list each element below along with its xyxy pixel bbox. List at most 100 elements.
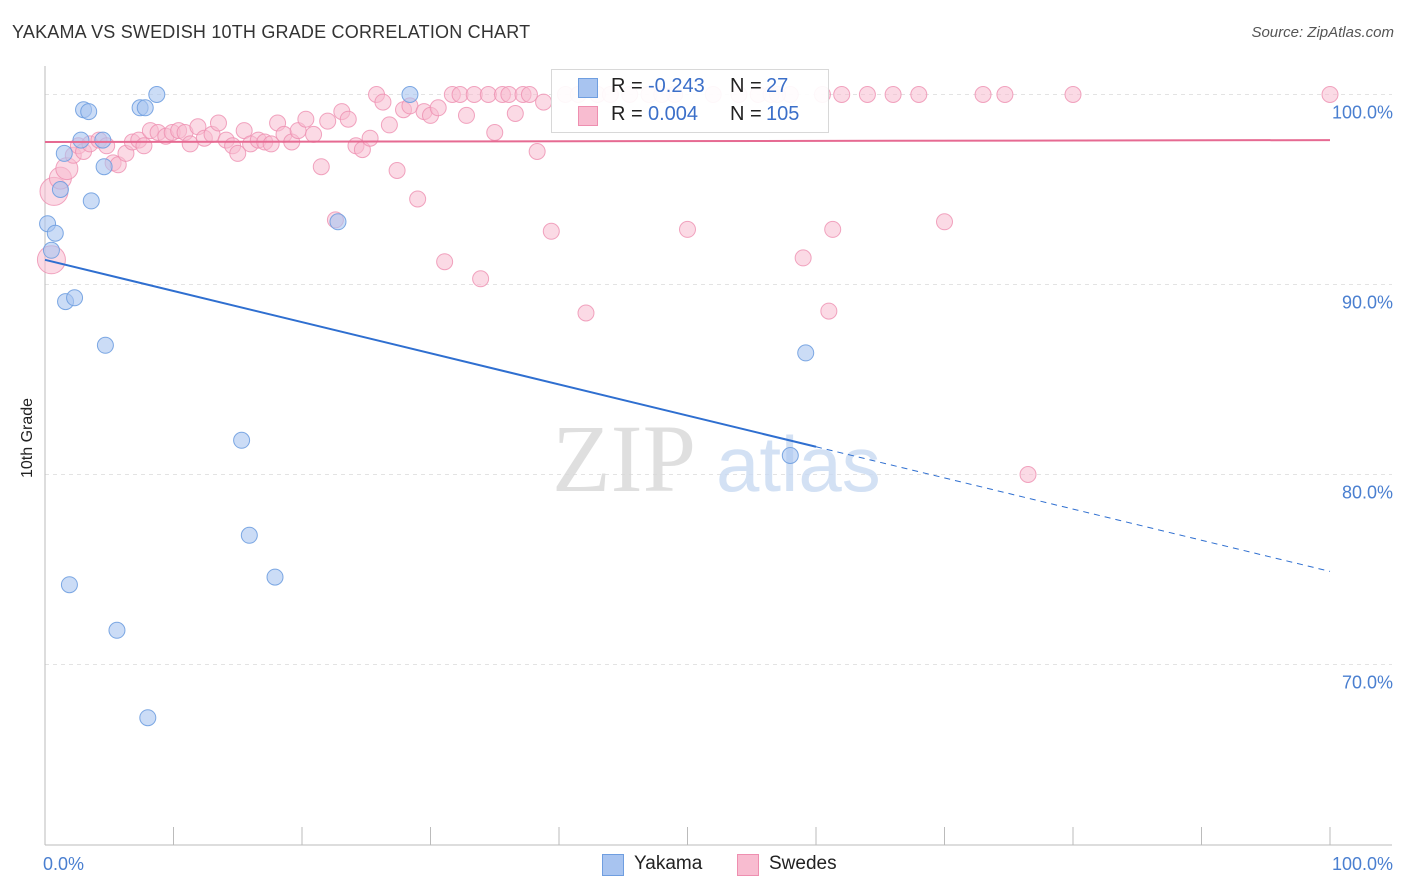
point-yakama [136, 99, 154, 117]
series-legend: Yakama Swedes [0, 852, 1406, 878]
point-yakama [240, 526, 258, 544]
point-swedes [361, 129, 379, 147]
legend-n-value: 27 [766, 75, 789, 97]
point-swedes [479, 86, 497, 103]
point-swedes [1019, 466, 1037, 483]
point-yakama [233, 431, 251, 449]
point-swedes [577, 304, 595, 322]
point-swedes [465, 86, 483, 103]
point-yakama [401, 86, 419, 103]
point-yakama [266, 568, 284, 586]
point-swedes [910, 86, 928, 103]
point-swedes [974, 86, 992, 103]
y-tick-label: 70.0% [1342, 673, 1393, 693]
point-yakama [329, 213, 347, 231]
point-yakama [108, 621, 126, 639]
legend-row-yakama: R = -0.243 N = 27 [552, 72, 828, 102]
trend-line-swedes [44, 139, 1331, 143]
y-tick-label: 100.0% [1332, 103, 1393, 123]
point-swedes [374, 93, 392, 111]
legend-swatch-swedes [578, 106, 598, 126]
point-yakama [55, 144, 73, 162]
watermark: ZIP atlas [552, 405, 881, 512]
point-swedes [472, 270, 490, 288]
point-swedes [451, 86, 469, 103]
point-yakama [797, 344, 815, 362]
point-yakama [51, 181, 69, 198]
x-tick-label: 0.0% [43, 854, 84, 874]
point-swedes [528, 143, 546, 160]
point-yakama [72, 131, 90, 149]
legend-r-value: 0.004 [648, 103, 699, 125]
point-swedes [1321, 86, 1339, 103]
point-yakama [781, 447, 799, 464]
point-swedes [1064, 86, 1082, 103]
legend-r-label: R = [611, 103, 643, 125]
point-swedes [262, 135, 280, 153]
point-swedes [500, 86, 518, 103]
point-yakama [66, 289, 84, 307]
point-swedes [312, 158, 330, 176]
point-swedes [319, 112, 337, 130]
legend-swatch-yakama [578, 78, 598, 98]
legend-r-label: R = [611, 75, 643, 97]
point-swedes [209, 114, 227, 132]
point-swedes [388, 162, 406, 179]
point-swedes [833, 86, 851, 103]
watermark-zip: ZIP [552, 405, 696, 512]
point-swedes [436, 253, 454, 271]
axes [44, 66, 1392, 846]
point-swedes [824, 220, 842, 238]
legend-n-value: 105 [766, 103, 800, 125]
point-swedes [884, 86, 902, 103]
point-swedes [520, 86, 538, 103]
legend-label-yakama: Yakama [634, 853, 703, 874]
point-swedes [506, 105, 524, 122]
point-swedes [229, 144, 247, 162]
point-yakama [94, 131, 112, 149]
chart-title: YAKAMA VS SWEDISH 10TH GRADE CORRELATION… [12, 22, 531, 42]
point-swedes [820, 302, 838, 320]
legend-n-label: N = [730, 103, 762, 125]
point-swedes [535, 93, 553, 111]
legend-row-swedes: R = 0.004 N = 105 [552, 100, 828, 130]
point-swedes [135, 137, 153, 155]
point-swedes [936, 213, 953, 231]
point-swedes [858, 86, 876, 103]
point-swedes [457, 106, 475, 124]
point-swedes [339, 110, 357, 128]
point-yakama [46, 224, 64, 242]
gridlines [45, 94, 1392, 665]
stats-legend: R = -0.243 N = 27 R = 0.004 N = 105 [551, 69, 829, 133]
point-swedes [305, 125, 323, 143]
trend-line-yakama-extension [815, 446, 1331, 572]
point-yakama [95, 158, 113, 176]
trend-lines [44, 139, 1331, 572]
point-yakama [42, 241, 60, 259]
point-swedes [794, 249, 812, 267]
point-yakama [80, 103, 98, 121]
legend-n-label: N = [730, 75, 762, 97]
tick-labels: 70.0% 80.0% 90.0% 100.0% 0.0% 100.0% [43, 103, 1393, 875]
point-swedes [542, 222, 560, 240]
y-tick-label: 90.0% [1342, 293, 1393, 313]
legend-r-value: -0.243 [648, 75, 705, 97]
legend-swatch-yakama [602, 854, 624, 876]
point-yakama [96, 336, 114, 354]
point-swedes [380, 116, 398, 134]
point-swedes [429, 99, 447, 117]
point-yakama [60, 576, 78, 594]
point-yakama [82, 192, 100, 210]
point-swedes [409, 190, 427, 208]
x-tick-label: 100.0% [1332, 854, 1393, 874]
trend-line-yakama [44, 258, 817, 448]
point-swedes [297, 110, 315, 128]
watermark-atlas: atlas [716, 420, 881, 508]
point-swedes [486, 124, 504, 141]
point-swedes [181, 135, 199, 153]
point-swedes [679, 220, 696, 238]
legend-label-swedes: Swedes [769, 853, 837, 874]
source-label: Source: ZipAtlas.com [1251, 24, 1394, 41]
point-swedes [996, 86, 1014, 103]
